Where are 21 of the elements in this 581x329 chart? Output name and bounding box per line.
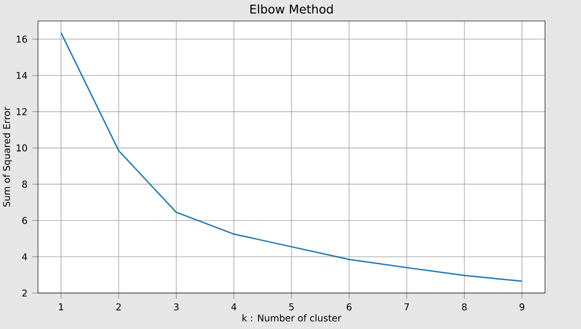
y-tick-label: 6: [22, 216, 28, 224]
x-tick-label: 1: [59, 303, 64, 310]
y-tick-label: 12: [16, 108, 27, 116]
y-tick-label: 14: [16, 72, 28, 79]
chart-title: Elbow Method: [250, 4, 333, 14]
y-tick-label: 4: [22, 253, 28, 260]
x-tick-label: 9: [520, 303, 524, 310]
x-tick-label: 8: [462, 303, 467, 310]
line-series: [60, 32, 523, 282]
x-tick-label: 7: [404, 303, 409, 310]
x-tick-label: 5: [289, 303, 294, 310]
y-axis-title: Sum of Squared Error: [2, 106, 12, 207]
x-tick-label: 2: [116, 303, 121, 310]
x-tick-label: 6: [346, 303, 352, 310]
y-tick-label: 8: [22, 180, 27, 188]
x-axis-title: k : Number of cluster: [242, 314, 342, 322]
y-tick-label: 16: [16, 36, 28, 43]
x-tick-label: 3: [174, 303, 178, 310]
y-tick-label: 2: [22, 290, 27, 296]
x-tick-label: 4: [231, 303, 236, 310]
y-tick-label: 10: [16, 144, 27, 152]
